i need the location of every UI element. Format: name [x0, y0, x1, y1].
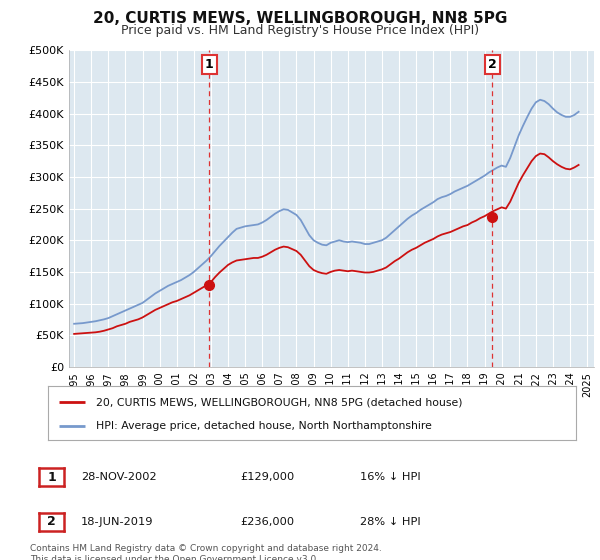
Text: 18-JUN-2019: 18-JUN-2019 [81, 517, 154, 527]
Text: 2: 2 [47, 515, 56, 529]
Text: £236,000: £236,000 [240, 517, 294, 527]
Text: 1: 1 [205, 58, 214, 71]
Text: 28% ↓ HPI: 28% ↓ HPI [360, 517, 421, 527]
Text: Contains HM Land Registry data © Crown copyright and database right 2024.
This d: Contains HM Land Registry data © Crown c… [30, 544, 382, 560]
Text: 20, CURTIS MEWS, WELLINGBOROUGH, NN8 5PG: 20, CURTIS MEWS, WELLINGBOROUGH, NN8 5PG [93, 11, 507, 26]
Text: HPI: Average price, detached house, North Northamptonshire: HPI: Average price, detached house, Nort… [95, 421, 431, 431]
Text: 2: 2 [488, 58, 497, 71]
Text: £129,000: £129,000 [240, 472, 294, 482]
Text: 20, CURTIS MEWS, WELLINGBOROUGH, NN8 5PG (detached house): 20, CURTIS MEWS, WELLINGBOROUGH, NN8 5PG… [95, 398, 462, 407]
Text: 16% ↓ HPI: 16% ↓ HPI [360, 472, 421, 482]
Text: 1: 1 [47, 470, 56, 484]
Text: 28-NOV-2002: 28-NOV-2002 [81, 472, 157, 482]
Text: Price paid vs. HM Land Registry's House Price Index (HPI): Price paid vs. HM Land Registry's House … [121, 24, 479, 36]
